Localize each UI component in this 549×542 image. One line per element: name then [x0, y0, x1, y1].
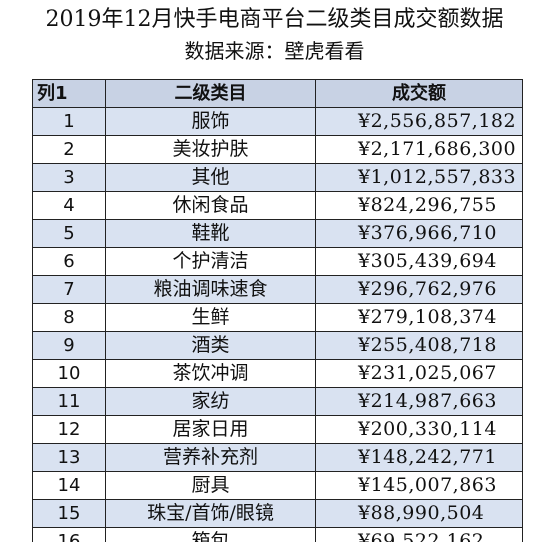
- row-amount: ¥148,242,771: [315, 443, 523, 472]
- row-index: 5: [32, 219, 106, 248]
- table-row: 9 酒类 ¥255,408,718: [32, 331, 523, 360]
- row-amount: ¥296,762,976: [315, 275, 523, 304]
- row-index: 8: [32, 303, 106, 332]
- table-row: 13 营养补充剂 ¥148,242,771: [32, 443, 523, 472]
- table-row: 7 粮油调味速食 ¥296,762,976: [32, 275, 523, 304]
- column-header-amount: 成交额: [315, 79, 523, 108]
- row-amount: ¥1,012,557,833: [315, 163, 523, 192]
- row-amount: ¥88,990,504: [315, 499, 523, 528]
- table-row: 2 美妆护肤 ¥2,171,686,300: [32, 135, 523, 164]
- table-row: 16 箱包 ¥69,522,162: [32, 527, 523, 542]
- row-category: 茶饮冲调: [105, 359, 316, 388]
- table-row: 6 个护清洁 ¥305,439,694: [32, 247, 523, 276]
- table-row: 5 鞋靴 ¥376,966,710: [32, 219, 523, 248]
- row-category: 鞋靴: [105, 219, 316, 248]
- row-category: 粮油调味速食: [105, 275, 316, 304]
- row-index: 13: [32, 443, 106, 472]
- row-index: 15: [32, 499, 106, 528]
- row-amount: ¥824,296,755: [315, 191, 523, 220]
- row-index: 1: [32, 107, 106, 136]
- row-index: 14: [32, 471, 106, 500]
- table-row: 8 生鲜 ¥279,108,374: [32, 303, 523, 332]
- row-index: 3: [32, 163, 106, 192]
- row-amount: ¥376,966,710: [315, 219, 523, 248]
- page-title: 2019年12月快手电商平台二级类目成交额数据: [45, 7, 504, 32]
- row-index: 7: [32, 275, 106, 304]
- row-amount: ¥214,987,663: [315, 387, 523, 416]
- row-category: 营养补充剂: [105, 443, 316, 472]
- row-amount: ¥305,439,694: [315, 247, 523, 276]
- row-amount: ¥145,007,863: [315, 471, 523, 500]
- row-index: 4: [32, 191, 106, 220]
- row-category: 个护清洁: [105, 247, 316, 276]
- row-index: 11: [32, 387, 106, 416]
- row-amount: ¥69,522,162: [315, 527, 523, 542]
- category-sales-table: 列1 二级类目 成交额 1 服饰 ¥2,556,857,182 2 美妆护肤 ¥…: [32, 79, 523, 542]
- row-category: 家纺: [105, 387, 316, 416]
- row-index: 12: [32, 415, 106, 444]
- table-row: 11 家纺 ¥214,987,663: [32, 387, 523, 416]
- data-source-note: 数据来源：壁虎看看: [184, 39, 365, 63]
- row-amount: ¥255,408,718: [315, 331, 523, 360]
- row-category: 其他: [105, 163, 316, 192]
- table-row: 4 休闲食品 ¥824,296,755: [32, 191, 523, 220]
- row-index: 9: [32, 331, 106, 360]
- table-header-row: 列1 二级类目 成交额: [32, 79, 523, 108]
- table-row: 14 厨具 ¥145,007,863: [32, 471, 523, 500]
- row-category: 休闲食品: [105, 191, 316, 220]
- row-index: 16: [32, 527, 106, 542]
- row-amount: ¥279,108,374: [315, 303, 523, 332]
- row-amount: ¥200,330,114: [315, 415, 523, 444]
- table-row: 10 茶饮冲调 ¥231,025,067: [32, 359, 523, 388]
- row-amount: ¥2,556,857,182: [315, 107, 523, 136]
- row-category: 箱包: [105, 527, 316, 542]
- row-index: 10: [32, 359, 106, 388]
- row-index: 6: [32, 247, 106, 276]
- row-index: 2: [32, 135, 106, 164]
- row-category: 居家日用: [105, 415, 316, 444]
- column-header-category: 二级类目: [105, 79, 316, 108]
- row-category: 厨具: [105, 471, 316, 500]
- table-row: 15 珠宝/首饰/眼镜 ¥88,990,504: [32, 499, 523, 528]
- row-amount: ¥231,025,067: [315, 359, 523, 388]
- table-row: 12 居家日用 ¥200,330,114: [32, 415, 523, 444]
- row-category: 珠宝/首饰/眼镜: [105, 499, 316, 528]
- row-category: 服饰: [105, 107, 316, 136]
- row-category: 生鲜: [105, 303, 316, 332]
- row-category: 美妆护肤: [105, 135, 316, 164]
- column-header-index: 列1: [32, 79, 106, 108]
- table-row: 1 服饰 ¥2,556,857,182: [32, 107, 523, 136]
- row-amount: ¥2,171,686,300: [315, 135, 523, 164]
- table-row: 3 其他 ¥1,012,557,833: [32, 163, 523, 192]
- row-category: 酒类: [105, 331, 316, 360]
